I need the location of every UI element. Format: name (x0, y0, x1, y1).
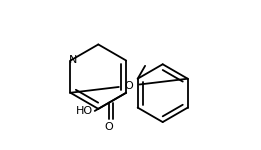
Text: O: O (125, 81, 133, 91)
Text: O: O (105, 122, 113, 132)
Text: N: N (69, 55, 77, 65)
Text: HO: HO (76, 106, 93, 116)
